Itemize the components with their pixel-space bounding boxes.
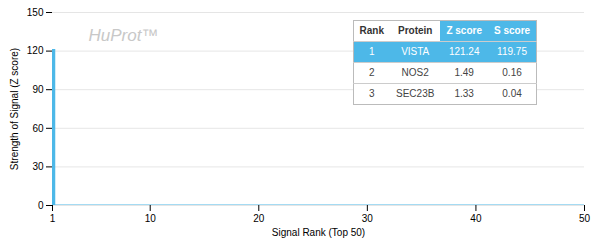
svg-text:60: 60 (32, 123, 44, 134)
svg-text:40: 40 (470, 213, 482, 224)
html-text:121.24: 121.24 (448, 46, 480, 58)
svg-text:20: 20 (253, 213, 265, 224)
svg-text:Signal Rank (Top 50): Signal Rank (Top 50) (272, 227, 365, 238)
html-text:1.33: 1.33 (454, 88, 474, 100)
svg-text:0: 0 (38, 200, 44, 211)
svg-text:150: 150 (27, 7, 44, 18)
svg-text:Strength of Signal (Z score): Strength of Signal (Z score) (9, 48, 20, 170)
html-text:119.75: 119.75 (497, 46, 527, 58)
html-text:Z score: Z score (446, 25, 482, 37)
svg-text:50: 50 (579, 213, 591, 224)
html-text:0.04: 0.04 (502, 88, 522, 100)
html-text:1.49: 1.49 (454, 67, 474, 79)
html-text:NOS2: NOS2 (401, 67, 429, 79)
svg-text:90: 90 (32, 84, 44, 95)
svg-text:1: 1 (50, 213, 56, 224)
html-text:SEC23B: SEC23B (396, 88, 435, 100)
html-text:S score: S score (494, 25, 531, 37)
svg-text:10: 10 (145, 213, 157, 224)
html-text:Protein: Protein (398, 25, 433, 37)
html-text:3: 3 (369, 88, 375, 100)
html-text:2: 2 (369, 67, 375, 79)
svg-text:30: 30 (32, 161, 44, 172)
html-text:1: 1 (369, 46, 375, 58)
html-text:Rank: Rank (359, 25, 384, 37)
html-text:VISTA: VISTA (401, 46, 430, 58)
svg-text:HuProt™: HuProt™ (89, 26, 159, 45)
svg-text:120: 120 (27, 45, 44, 56)
html-text:0.16: 0.16 (502, 67, 522, 79)
svg-text:30: 30 (362, 213, 374, 224)
